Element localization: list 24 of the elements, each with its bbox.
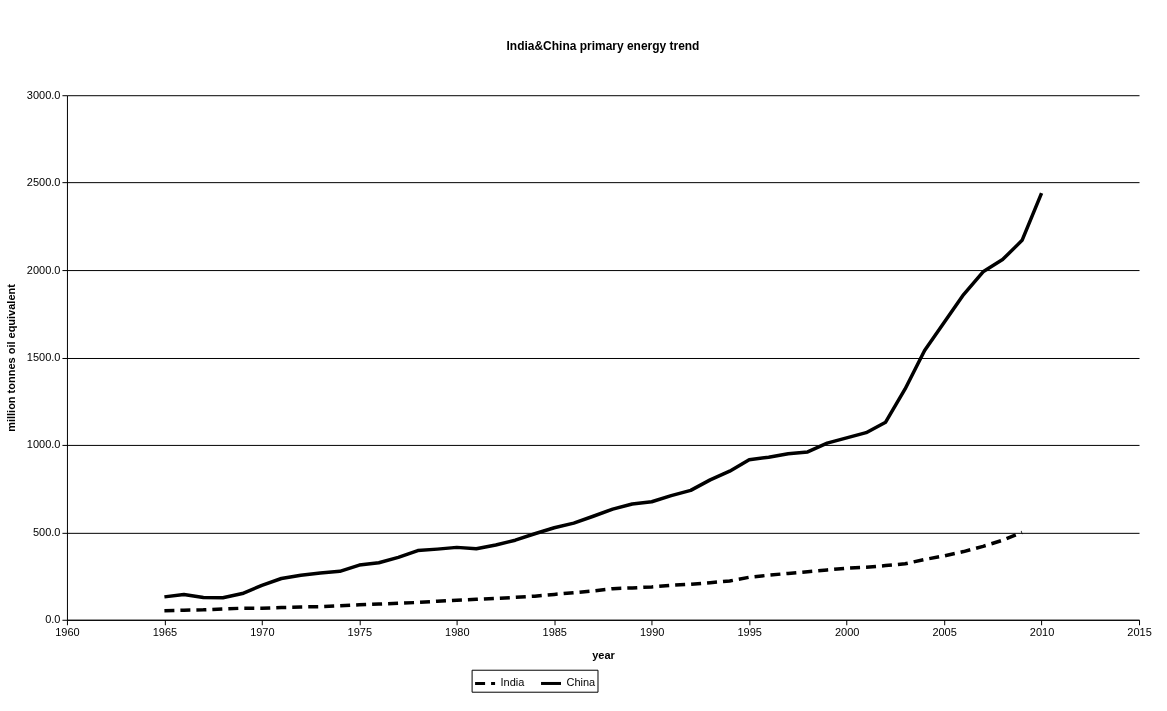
y-tick-label: 3000.0 — [26, 88, 61, 101]
x-tick-label: 1970 — [250, 626, 275, 639]
x-tick-label: 2015 — [1127, 626, 1152, 639]
x-tick-label: 2005 — [932, 626, 957, 639]
x-tick-label: 1995 — [737, 626, 762, 639]
x-tick-label: 2000 — [834, 626, 860, 639]
x-tick-label: 1985 — [542, 626, 567, 639]
chart-title: India&China primary energy trend — [506, 39, 700, 54]
y-tick-label: 2000.0 — [26, 263, 61, 276]
x-tick-label: 1965 — [152, 626, 178, 639]
y-tick-label: 1000.0 — [26, 438, 61, 451]
y-tick-label: 500.0 — [32, 525, 61, 538]
y-tick-label: 0.0 — [45, 613, 61, 626]
y-tick-label: 2500.0 — [26, 176, 61, 189]
x-tick-label: 1960 — [55, 626, 80, 639]
legend-label: China — [566, 676, 597, 689]
x-tick-label: 1990 — [640, 626, 665, 639]
x-tick-label: 2010 — [1029, 626, 1055, 639]
x-tick-label: 1980 — [445, 626, 470, 639]
x-axis-title: year — [592, 649, 616, 662]
x-tick-label: 1975 — [347, 626, 373, 639]
y-axis-title: million tonnes oil equivalent — [4, 283, 17, 432]
legend-label: India — [500, 676, 526, 689]
y-tick-label: 1500.0 — [26, 350, 61, 363]
